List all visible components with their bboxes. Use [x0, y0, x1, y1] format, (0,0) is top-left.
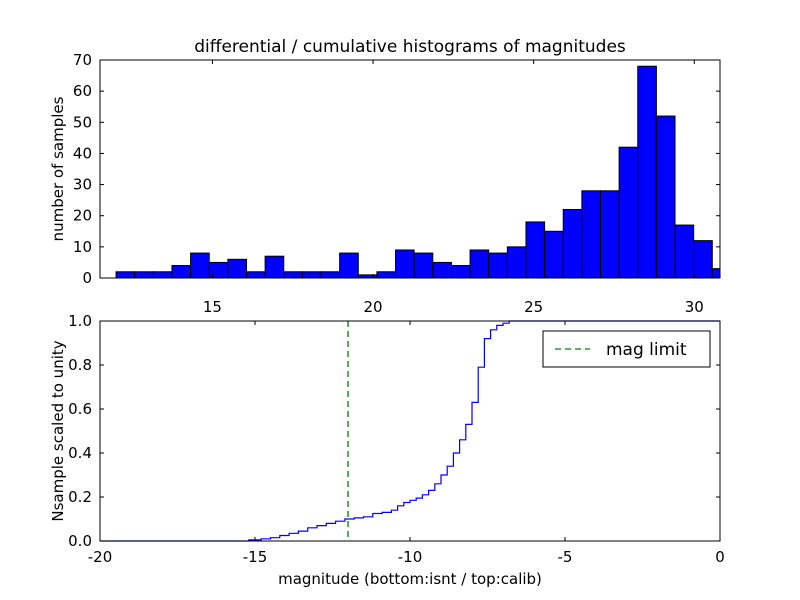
histogram-bar [115, 271, 136, 279]
histogram-bar [432, 261, 452, 279]
bottom-y-ticks: 0.0 0.2 0.4 0.6 0.8 1.0 [68, 312, 720, 550]
histogram-bars [115, 65, 721, 279]
histogram-bar [227, 258, 247, 279]
x-tick-label: 25 [524, 298, 543, 316]
top-plot-frame [99, 59, 721, 279]
histogram-bar [618, 146, 639, 279]
y-tick-label: 0.8 [68, 356, 92, 374]
chart-title: differential / cumulative histograms of … [194, 37, 626, 57]
histogram-bar [506, 246, 527, 279]
y-tick-label: 20 [73, 207, 92, 225]
y-tick-label: 0.2 [68, 488, 92, 506]
histogram-bar [711, 268, 721, 279]
y-tick-label: 0.6 [68, 400, 92, 418]
differential-histogram-panel: differential / cumulative histograms of … [49, 37, 721, 316]
histogram-bar [413, 252, 434, 279]
histogram-bar [562, 208, 583, 279]
histogram-bar [637, 65, 657, 279]
y-tick-label: 50 [73, 113, 92, 131]
histogram-bar [693, 240, 713, 279]
x-tick-label: -5 [558, 548, 573, 566]
bottom-y-axis-label: Nsample scaled to unity [49, 340, 67, 521]
histogram-bar [674, 224, 695, 279]
histogram-bar [599, 190, 620, 279]
histogram-bar [450, 265, 471, 279]
x-tick-label: -10 [398, 548, 423, 566]
histogram-bar [171, 265, 192, 279]
y-tick-label: 60 [73, 82, 92, 100]
y-tick-label: 40 [73, 144, 92, 162]
bottom-plot-frame [99, 320, 721, 542]
histogram-bar [245, 271, 266, 279]
histogram-bar [320, 271, 341, 279]
histogram-bar [339, 252, 359, 279]
histogram-bar [134, 271, 154, 279]
bottom-x-ticks: -20 -15 -10 -5 0 [88, 321, 725, 566]
legend-label-mag-limit: mag limit [606, 340, 687, 360]
legend: mag limit [542, 330, 711, 368]
histogram-bar [525, 221, 546, 279]
histogram-bar [655, 115, 676, 279]
histogram-bar [152, 271, 173, 279]
histogram-bar [190, 252, 210, 279]
x-tick-label: -15 [243, 548, 268, 566]
top-y-axis-label: number of samples [49, 96, 67, 241]
y-tick-label: 70 [73, 51, 92, 69]
histogram-bar [544, 230, 564, 279]
cumulative-step-line [100, 320, 720, 542]
histogram-bar [376, 271, 397, 279]
x-tick-label: -20 [88, 548, 113, 566]
histogram-bar [264, 255, 285, 279]
y-tick-label: 10 [73, 238, 92, 256]
y-tick-label: 30 [73, 176, 92, 194]
histogram-bar [581, 190, 601, 279]
histogram-bar [283, 271, 303, 279]
top-x-ticks: 15 20 25 30 [203, 60, 704, 316]
top-y-ticks: 0 10 20 30 40 50 60 70 [73, 51, 720, 287]
x-tick-label: 0 [715, 548, 725, 566]
bottom-x-axis-label: magnitude (bottom:isnt / top:calib) [278, 570, 542, 588]
x-tick-label: 30 [685, 298, 704, 316]
histogram-bar [395, 249, 415, 279]
y-tick-label: 0.0 [68, 532, 92, 550]
y-tick-label: 1.0 [68, 312, 92, 330]
cumulative-histogram-panel: 0.0 0.2 0.4 0.6 0.8 1.0 -20 -15 -10 -5 0 Nsample … [49, 312, 725, 588]
x-tick-label: 20 [364, 298, 383, 316]
histogram-bar [301, 271, 322, 279]
x-tick-label: 15 [203, 298, 222, 316]
y-tick-label: 0.4 [68, 444, 92, 462]
histogram-bar [488, 252, 508, 279]
y-tick-label: 0 [82, 269, 92, 287]
histogram-bar [469, 249, 490, 279]
